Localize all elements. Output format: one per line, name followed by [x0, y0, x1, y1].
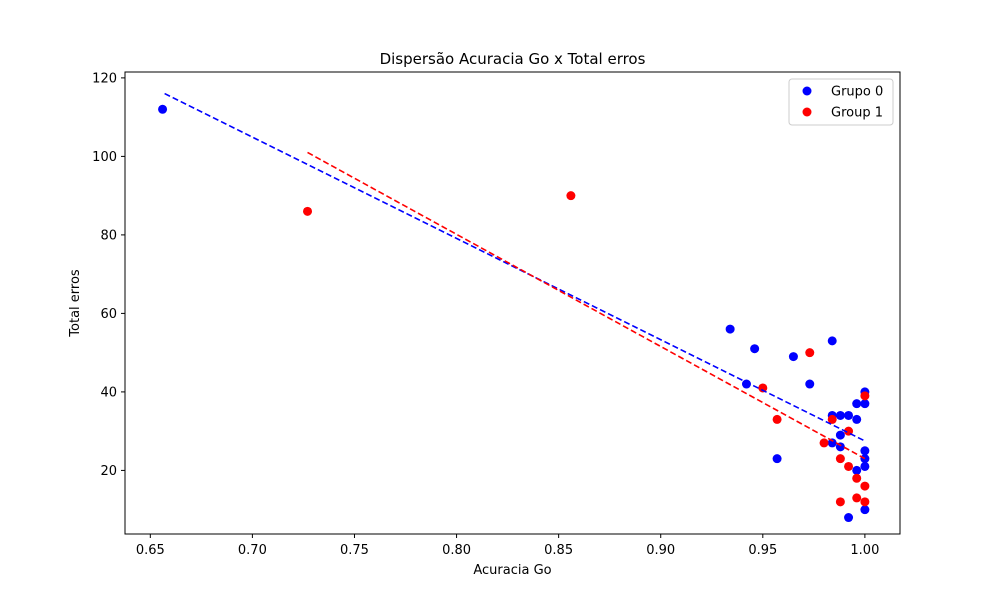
series-0-point-7: [827, 336, 837, 346]
legend-label-1: Group 1: [831, 106, 883, 121]
y-tick-label: 20: [100, 464, 117, 479]
series-0-point-20: [860, 446, 870, 456]
series-0-point-23: [860, 505, 870, 515]
legend-box: [788, 78, 894, 126]
chart-title: Dispersão Acuracia Go x Total erros: [380, 50, 646, 68]
series-1-point-13: [860, 391, 870, 401]
y-tick-label: 120: [92, 71, 117, 86]
series-0-point-13: [844, 410, 854, 420]
series-0-point-19: [860, 399, 870, 409]
series-1-point-2: [758, 383, 768, 393]
x-axis-label: Acuracia Go: [473, 563, 551, 578]
series-0-point-5: [788, 352, 798, 362]
series-0-point-4: [772, 454, 782, 464]
x-tick-label: 0.75: [340, 543, 369, 558]
legend-marker-0: [802, 86, 812, 96]
series-0-point-15: [852, 399, 862, 409]
legend-label-0: Grupo 0: [831, 85, 883, 100]
series-0-point-11: [835, 430, 845, 440]
series-0-point-10: [835, 410, 845, 420]
series-1-point-5: [819, 438, 829, 448]
series-0-point-9: [827, 438, 837, 448]
series-0-point-6: [805, 379, 815, 389]
axes-frame: [124, 71, 901, 535]
series-1-point-4: [805, 348, 815, 358]
series-1-point-0: [303, 206, 313, 216]
plot-area: [158, 92, 870, 523]
series-0-point-0: [158, 104, 168, 114]
series-1-point-8: [835, 497, 845, 507]
series-0-point-16: [852, 414, 862, 424]
x-tick-label: 0.80: [442, 543, 471, 558]
series-1-point-15: [860, 497, 870, 507]
legend: Grupo 0 Group 1: [788, 78, 894, 126]
series-1-point-10: [844, 461, 854, 471]
series-0-trend-line: [164, 92, 866, 442]
series-0-point-2: [741, 379, 751, 389]
x-tick-label: 0.70: [238, 543, 267, 558]
series-1-point-6: [827, 414, 837, 424]
x-tick-label: 0.90: [646, 543, 675, 558]
legend-marker-1: [802, 107, 812, 117]
series-1-trend-line: [307, 151, 866, 460]
series-0-point-17: [852, 465, 862, 475]
x-tick-label: 1.00: [850, 543, 879, 558]
x-tick-label: 0.95: [748, 543, 777, 558]
x-tick-label: 0.65: [136, 543, 165, 558]
series-0-point-22: [860, 461, 870, 471]
series-0-point-1: [725, 324, 735, 334]
y-tick-label: 100: [92, 150, 117, 165]
series-1-point-14: [860, 481, 870, 491]
series-1-point-12: [852, 493, 862, 503]
series-1-point-1: [566, 191, 576, 201]
series-0-point-3: [750, 344, 760, 354]
series-0-point-14: [844, 513, 854, 523]
y-axis-label: Total erros: [68, 269, 83, 338]
y-tick-label: 60: [100, 307, 117, 322]
series-1-point-3: [772, 414, 782, 424]
x-tick-label: 0.85: [544, 543, 573, 558]
series-1-point-7: [835, 454, 845, 464]
y-tick-label: 40: [100, 385, 117, 400]
axes: 0.65 0.70 0.75 0.80 0.85 0.90 0.95 1.00 20 40 60 80…: [92, 71, 901, 558]
y-tick-label: 80: [100, 228, 117, 243]
series-1-point-11: [852, 473, 862, 483]
